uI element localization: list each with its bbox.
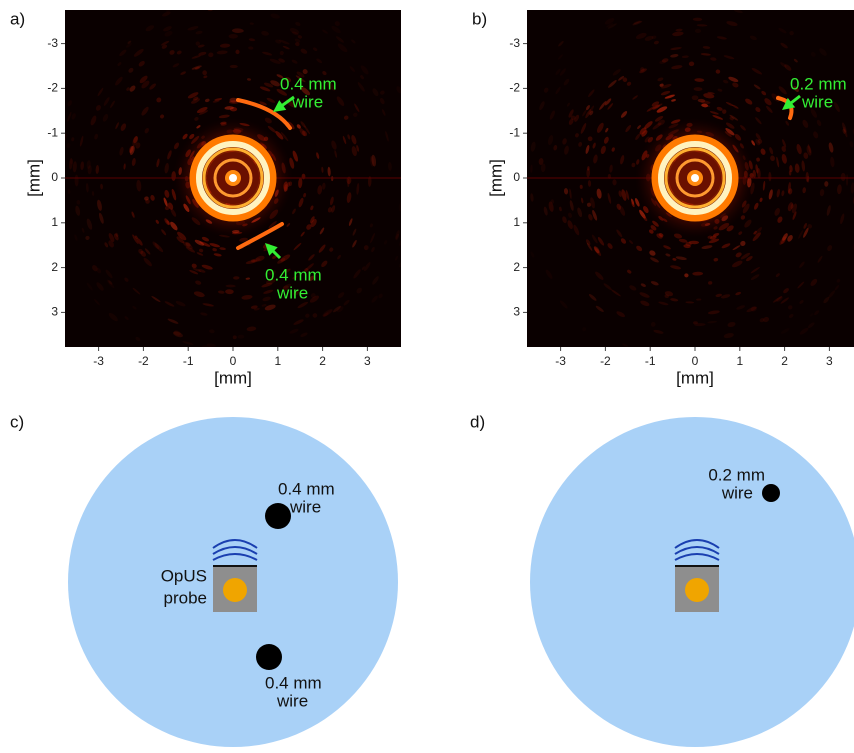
wire-label: wire: [276, 691, 308, 710]
wire-label: wire: [721, 483, 753, 502]
speckle: [741, 1, 751, 8]
annotation: 0.4 mm: [265, 265, 322, 284]
y-tick-label: 1: [513, 215, 520, 229]
speckle: [665, 361, 676, 366]
y-tick-label: 1: [51, 215, 58, 229]
annotation: 0.4 mm: [280, 74, 337, 93]
speckle: [402, 123, 406, 131]
speckle: [174, 4, 180, 8]
y-axis-label: [mm]: [486, 159, 505, 197]
speckle: [712, 3, 718, 6]
speckle: [693, 321, 698, 324]
x-tick-label: 1: [736, 354, 743, 368]
speckle: [721, 360, 731, 366]
panel-label: a): [10, 9, 25, 28]
y-tick-label: 2: [51, 260, 58, 274]
y-tick-label: -2: [509, 81, 520, 95]
x-tick-label: -2: [138, 354, 149, 368]
speckle: [229, 34, 238, 39]
speckle: [50, 206, 54, 211]
speckle: [692, 95, 699, 100]
speckle: [161, 348, 172, 356]
annotation: 0.2 mm: [790, 74, 847, 93]
probe-label: probe: [164, 588, 207, 607]
wire-label: 0.4 mm: [278, 479, 335, 498]
y-tick-label: -3: [47, 36, 58, 50]
speckle: [60, 174, 63, 185]
x-tick-label: 3: [826, 354, 833, 368]
y-tick-label: 3: [513, 305, 520, 319]
wire: [762, 484, 780, 502]
x-tick-label: 2: [319, 354, 326, 368]
speckle: [233, 2, 238, 7]
x-tick-label: -3: [93, 354, 104, 368]
wire: [256, 644, 282, 670]
panel-label: d): [470, 412, 485, 431]
annotation: wire: [276, 283, 308, 302]
speckle: [713, 356, 723, 362]
y-tick-label: 0: [51, 170, 58, 184]
probe-label: OpUS: [161, 566, 207, 585]
ultrasound-image: [509, 0, 854, 366]
y-tick-label: -3: [509, 36, 520, 50]
figure: -3-2-10123-3-2-10123[mm][mm]a)0.4 mmwire…: [0, 0, 854, 753]
x-tick-label: 1: [274, 354, 281, 368]
y-tick-label: 0: [513, 170, 520, 184]
y-tick-label: 2: [513, 260, 520, 274]
wire-label: 0.4 mm: [265, 673, 322, 692]
x-tick-label: 0: [692, 354, 699, 368]
speckle: [403, 125, 410, 138]
speckle: [208, 0, 218, 6]
panel-label: b): [472, 9, 487, 28]
probe-core: [685, 578, 709, 602]
x-tick-label: -2: [600, 354, 611, 368]
speckle: [285, 354, 292, 360]
ultrasound-image: [48, 0, 419, 362]
speckle: [279, 6, 285, 10]
wire-label: wire: [289, 497, 321, 516]
y-tick-label: 3: [51, 305, 58, 319]
y-axis-label: [mm]: [24, 159, 43, 197]
speckle: [209, 6, 213, 10]
speckle: [58, 241, 65, 250]
annotation: wire: [291, 92, 323, 111]
x-tick-label: -1: [645, 354, 656, 368]
x-tick-label: 2: [781, 354, 788, 368]
wire-label: 0.2 mm: [708, 465, 765, 484]
speckle: [720, 6, 728, 10]
speckle: [660, 348, 672, 352]
x-tick-label: 3: [364, 354, 371, 368]
speckle: [411, 202, 416, 213]
x-axis-label: [mm]: [214, 368, 252, 387]
speckle: [407, 219, 413, 225]
x-tick-label: -1: [183, 354, 194, 368]
y-tick-label: -1: [47, 125, 58, 139]
x-axis-label: [mm]: [676, 368, 714, 387]
x-tick-label: 0: [230, 354, 237, 368]
speckle: [409, 180, 413, 184]
y-tick-label: -1: [509, 125, 520, 139]
y-tick-label: -2: [47, 81, 58, 95]
core: [229, 174, 237, 182]
x-tick-label: -3: [555, 354, 566, 368]
speckle: [415, 219, 419, 224]
panel-label: c): [10, 412, 24, 431]
speckle: [287, 356, 293, 361]
speckle: [60, 152, 65, 163]
speckle: [737, 3, 746, 8]
probe-core: [223, 578, 247, 602]
speckle: [285, 355, 290, 359]
annotation: wire: [801, 92, 833, 111]
panels: -3-2-10123-3-2-10123[mm][mm]a)0.4 mmwire…: [10, 0, 854, 747]
speckle: [730, 347, 737, 352]
wire: [265, 503, 291, 529]
core: [691, 174, 699, 182]
